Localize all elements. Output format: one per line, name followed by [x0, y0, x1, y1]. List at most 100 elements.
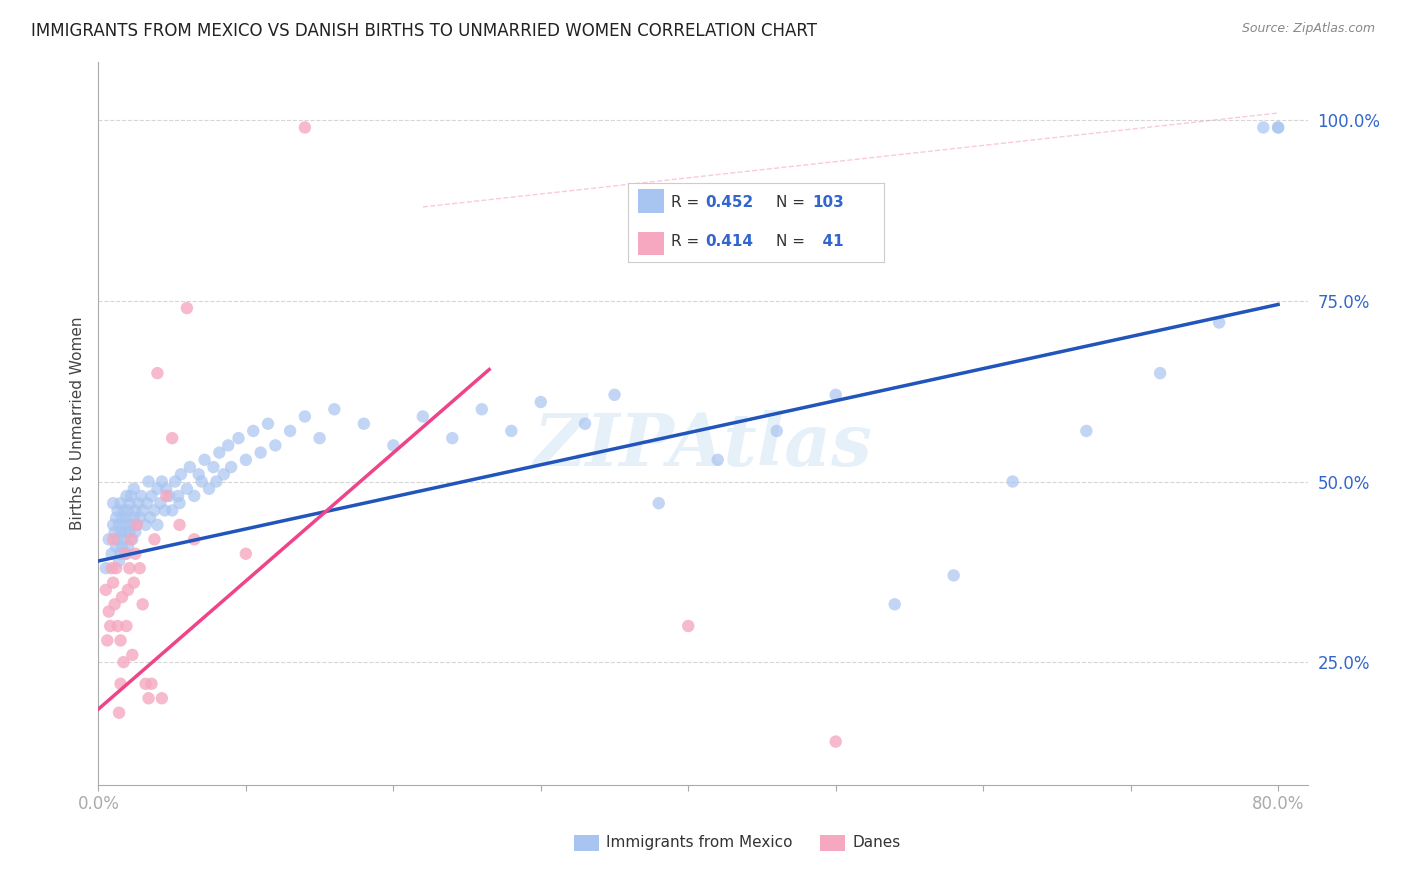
Point	[190, 475, 212, 489]
Point	[105, 561, 128, 575]
Point	[114, 524, 136, 539]
Point	[100, 547, 122, 561]
Point	[382, 438, 405, 452]
Point	[278, 424, 301, 438]
FancyBboxPatch shape	[638, 232, 664, 255]
Point	[98, 619, 121, 633]
Point	[176, 301, 198, 315]
Point	[112, 503, 135, 517]
Point	[118, 524, 141, 539]
Point	[118, 561, 141, 575]
Point	[235, 452, 257, 467]
Point	[217, 438, 239, 452]
Point	[228, 431, 250, 445]
Point	[249, 445, 271, 459]
Point	[97, 605, 120, 619]
Point	[155, 489, 177, 503]
Point	[198, 482, 221, 496]
Point	[257, 417, 280, 431]
Point	[122, 510, 145, 524]
Point	[530, 395, 553, 409]
Point	[169, 517, 191, 532]
Text: N =: N =	[776, 235, 810, 250]
Point	[108, 554, 131, 568]
Point	[149, 496, 172, 510]
Text: 103: 103	[813, 194, 844, 210]
Point	[120, 489, 142, 503]
Point	[125, 517, 148, 532]
Point	[120, 517, 142, 532]
Point	[294, 120, 316, 135]
Point	[160, 503, 183, 517]
Point	[118, 496, 141, 510]
Point	[107, 503, 129, 517]
Text: Immigrants from Mexico: Immigrants from Mexico	[606, 836, 793, 850]
Point	[104, 524, 127, 539]
Point	[150, 475, 173, 489]
Point	[294, 409, 316, 424]
Point	[97, 533, 120, 547]
Point	[202, 460, 225, 475]
Point	[131, 598, 153, 612]
Point	[165, 475, 187, 489]
Point	[471, 402, 494, 417]
Point	[110, 633, 132, 648]
Point	[117, 540, 139, 554]
Point	[138, 475, 160, 489]
Point	[141, 489, 163, 503]
Point	[883, 598, 905, 612]
Point	[942, 568, 965, 582]
Point	[155, 482, 177, 496]
Point	[110, 524, 132, 539]
Point	[1267, 120, 1289, 135]
Point	[176, 482, 198, 496]
Point	[824, 734, 846, 748]
Point	[169, 496, 191, 510]
Point	[110, 496, 132, 510]
Point	[208, 445, 231, 459]
Point	[124, 524, 146, 539]
Point	[108, 517, 131, 532]
Text: Source: ZipAtlas.com: Source: ZipAtlas.com	[1241, 22, 1375, 36]
Point	[824, 388, 846, 402]
Point	[131, 503, 153, 517]
Text: 0.452: 0.452	[704, 194, 754, 210]
Point	[94, 561, 117, 575]
Point	[104, 598, 127, 612]
Point	[110, 547, 132, 561]
Point	[124, 503, 146, 517]
Point	[187, 467, 209, 482]
Point	[1253, 120, 1275, 135]
Point	[1001, 475, 1024, 489]
Point	[412, 409, 434, 424]
FancyBboxPatch shape	[638, 189, 664, 212]
Point	[308, 431, 330, 445]
Point	[183, 533, 205, 547]
Text: ZIPAtlas: ZIPAtlas	[534, 410, 872, 481]
Point	[101, 496, 124, 510]
Point	[264, 438, 287, 452]
Point	[146, 366, 169, 380]
Point	[108, 706, 131, 720]
Text: R =: R =	[672, 235, 704, 250]
Point	[120, 533, 142, 547]
Point	[115, 489, 138, 503]
Point	[125, 517, 148, 532]
Point	[101, 517, 124, 532]
Point	[138, 691, 160, 706]
Point	[160, 431, 183, 445]
Point	[107, 533, 129, 547]
Point	[441, 431, 464, 445]
Point	[153, 503, 176, 517]
Point	[129, 489, 152, 503]
Point	[1149, 366, 1171, 380]
Point	[212, 467, 235, 482]
Point	[194, 452, 217, 467]
Point	[1267, 120, 1289, 135]
Point	[205, 475, 228, 489]
Point	[183, 489, 205, 503]
Point	[112, 655, 135, 669]
Text: N =: N =	[776, 194, 810, 210]
Point	[150, 691, 173, 706]
Point	[323, 402, 346, 417]
